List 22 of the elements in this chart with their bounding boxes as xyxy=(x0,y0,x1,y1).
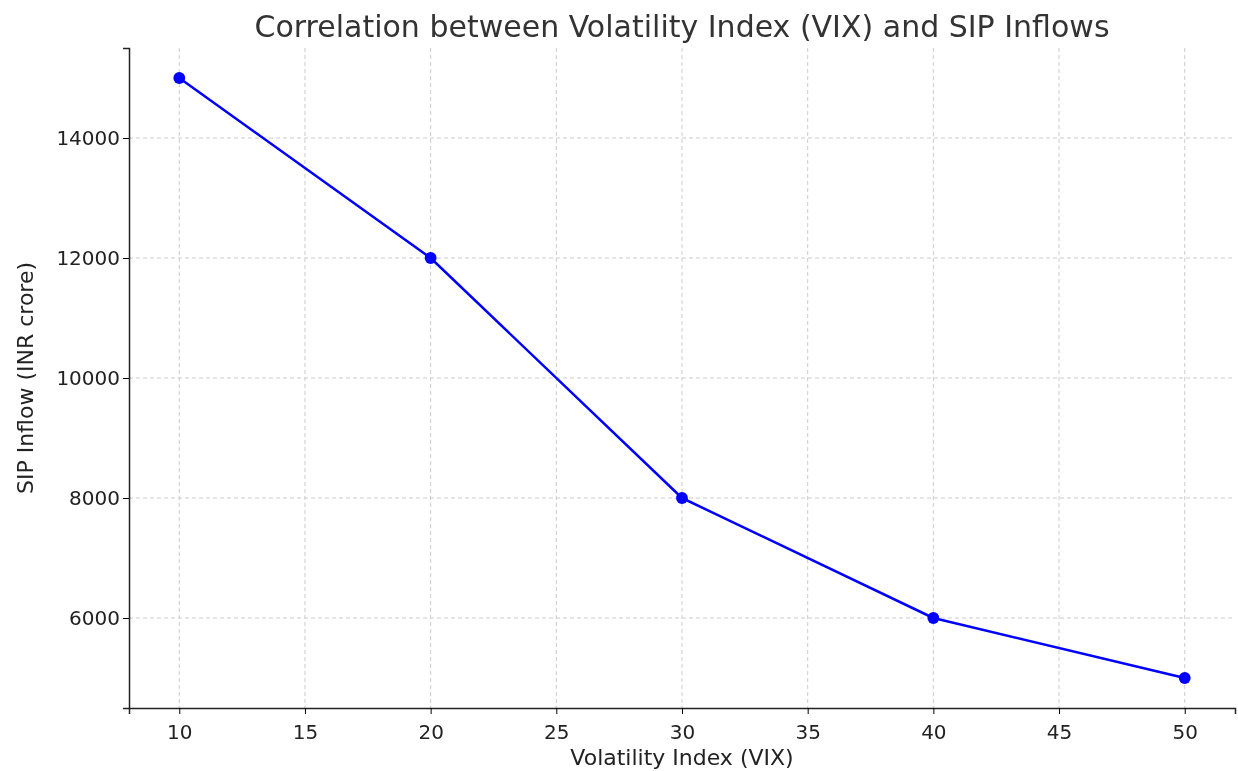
y-tick-label: 12000 xyxy=(56,245,120,270)
y-tick-label: 8000 xyxy=(69,485,120,510)
point xyxy=(1178,672,1191,684)
x-tick-label: 15 xyxy=(292,720,319,744)
point xyxy=(173,72,186,84)
x-tick-label: 10 xyxy=(167,720,193,744)
point xyxy=(676,492,688,504)
x-tick-label: 20 xyxy=(418,720,444,744)
x-tick-label: 30 xyxy=(669,720,696,744)
y-tick-label: 6000 xyxy=(69,605,120,630)
y-tick-label: 14000 xyxy=(56,125,120,150)
x-tick-label: 40 xyxy=(921,720,947,744)
y-axis-title: SIP Inflow (INR crore) xyxy=(13,261,38,495)
y-tick-label: 10000 xyxy=(56,365,120,390)
point xyxy=(424,252,437,264)
point xyxy=(927,612,940,624)
x-tick-label: 45 xyxy=(1046,720,1073,744)
x-axis-title: Volatility Index (VIX) xyxy=(570,745,794,770)
x-tick-label: 25 xyxy=(544,720,570,744)
x-tick-label: 35 xyxy=(795,720,821,744)
chart-title: Correlation between Volatility Index (VIX) and SIP Inflows xyxy=(254,9,1110,44)
x-tick-label: 50 xyxy=(1172,720,1198,744)
